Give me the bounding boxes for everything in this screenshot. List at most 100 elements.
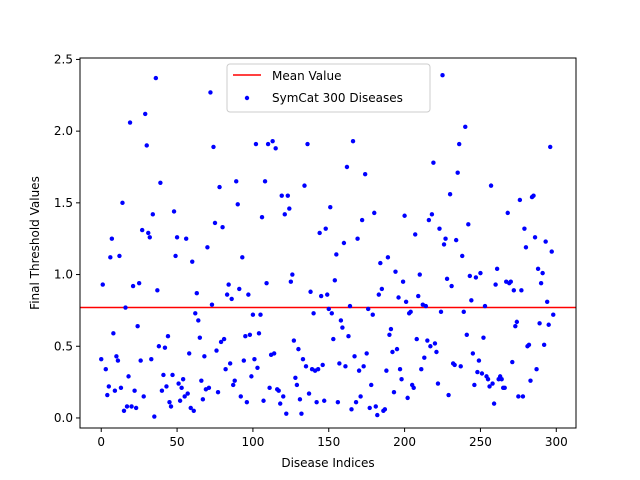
data-point	[130, 283, 136, 289]
x-axis-label: Disease Indices	[281, 456, 374, 470]
data-point	[334, 252, 339, 257]
legend-mean-label: Mean Value	[272, 69, 341, 83]
data-point	[221, 336, 227, 342]
data-point	[488, 183, 494, 188]
data-point	[241, 358, 247, 363]
data-point	[359, 217, 365, 223]
data-point	[139, 227, 145, 233]
data-point	[514, 319, 520, 325]
data-point	[516, 394, 521, 399]
data-point	[159, 388, 165, 393]
data-point	[141, 394, 146, 399]
data-point	[414, 336, 419, 342]
data-point	[182, 394, 187, 399]
data-point	[103, 367, 108, 372]
data-point	[435, 381, 441, 386]
data-point	[230, 382, 236, 388]
data-point	[109, 236, 115, 241]
y-tick-label: 2.5	[54, 52, 73, 66]
data-point	[458, 364, 463, 369]
data-point	[441, 242, 447, 247]
data-point	[432, 341, 438, 346]
data-point	[305, 141, 310, 147]
data-point	[234, 179, 239, 184]
data-point	[270, 138, 275, 144]
data-point	[491, 401, 497, 406]
data-point	[247, 332, 253, 337]
data-point	[522, 226, 527, 231]
data-point	[273, 146, 278, 151]
data-point	[170, 372, 175, 378]
data-point	[318, 293, 324, 299]
data-point	[487, 384, 492, 389]
data-point	[183, 236, 189, 241]
data-point	[155, 288, 160, 293]
data-point	[133, 405, 139, 411]
data-point	[434, 349, 439, 355]
data-point	[158, 180, 163, 185]
data-point	[156, 344, 162, 349]
data-point	[291, 338, 297, 343]
data-point	[419, 367, 424, 372]
data-point	[108, 255, 113, 260]
data-point	[493, 282, 498, 287]
data-point	[320, 362, 325, 368]
data-point	[144, 143, 149, 148]
data-point	[271, 351, 277, 356]
data-point	[408, 309, 413, 315]
data-point	[282, 212, 287, 217]
data-point	[294, 382, 300, 388]
data-point	[490, 381, 495, 386]
y-tick-label: 2.0	[54, 124, 73, 138]
data-point	[211, 144, 216, 150]
data-point	[252, 356, 257, 362]
data-point	[302, 183, 307, 188]
data-point	[397, 367, 403, 372]
data-point	[346, 334, 351, 339]
data-point	[370, 312, 375, 317]
data-point	[422, 355, 427, 360]
data-point	[367, 405, 372, 411]
legend-series-label: SymCat 300 Diseases	[272, 91, 403, 105]
data-point	[396, 295, 401, 300]
data-point	[549, 249, 554, 254]
data-point	[264, 280, 269, 286]
data-point	[206, 385, 212, 391]
data-point	[259, 214, 265, 220]
data-point	[426, 217, 432, 223]
data-point	[164, 384, 169, 389]
data-point	[168, 404, 174, 409]
data-point	[429, 212, 435, 217]
data-point	[417, 272, 422, 277]
y-axis-label: Final Threshold Values	[28, 176, 42, 310]
data-point	[328, 204, 333, 210]
data-point	[153, 75, 159, 81]
data-point	[469, 298, 474, 303]
data-point	[185, 391, 190, 396]
data-point	[337, 361, 342, 366]
data-point	[276, 388, 281, 393]
data-point	[505, 210, 510, 216]
data-point	[249, 374, 254, 379]
data-point	[537, 321, 542, 326]
data-point	[208, 90, 213, 95]
data-point	[478, 270, 483, 276]
data-point	[224, 292, 230, 297]
data-point	[149, 356, 154, 362]
data-point	[352, 354, 357, 359]
data-point	[423, 303, 429, 309]
y-tick-label: 0.5	[54, 339, 73, 353]
data-point	[449, 283, 454, 289]
data-point	[127, 120, 133, 125]
data-point	[440, 73, 445, 78]
data-point	[124, 404, 130, 409]
data-point	[306, 391, 312, 396]
data-point	[353, 399, 359, 405]
data-point	[355, 236, 360, 241]
data-point	[173, 253, 178, 259]
data-point	[385, 255, 391, 260]
data-point	[205, 245, 210, 250]
data-point	[378, 260, 383, 266]
data-point	[143, 111, 148, 117]
data-point	[278, 401, 283, 406]
